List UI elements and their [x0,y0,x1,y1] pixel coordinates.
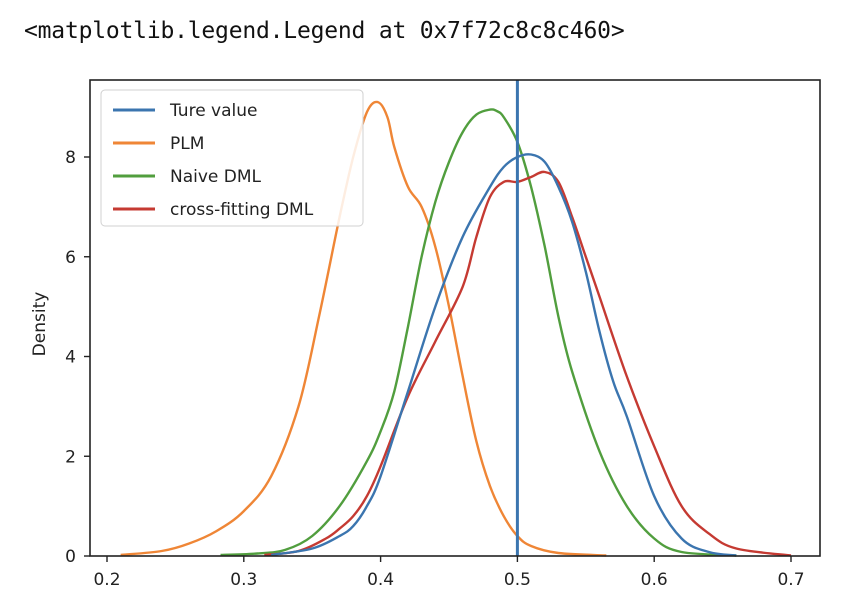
y-tick-label: 2 [65,447,76,467]
x-tick-label: 0.2 [93,570,120,590]
curve-ture-value [270,153,737,557]
y-axis-ticks: 0 2 4 6 8 [65,148,90,567]
x-tick-label: 0.3 [230,570,257,590]
legend-label: Ture value [169,101,258,121]
y-tick-label: 8 [65,148,76,168]
legend-label: cross-fitting DML [170,200,314,220]
y-tick-label: 6 [65,248,76,268]
y-axis-label: Density [30,292,50,357]
x-axis-ticks: 0.2 0.3 0.4 0.5 0.6 0.7 [93,556,805,590]
cell-output-text: <matplotlib.legend.Legend at 0x7f72c8c8c… [24,18,625,44]
axes-frame [89,79,821,557]
y-tick-label: 0 [65,547,76,567]
x-tick-label: 0.4 [367,570,394,590]
legend: Ture value PLM Naive DML cross-fitting DML [100,89,364,227]
legend-label: PLM [170,134,204,154]
legend-label: Naive DML [170,167,262,187]
legend-box [100,89,364,227]
x-tick-label: 0.5 [504,570,531,590]
curve-naive-dml [220,108,737,557]
x-tick-label: 0.6 [641,570,668,590]
plot-curves [120,100,792,557]
curve-cross-fitting-dml [264,170,792,557]
x-tick-label: 0.7 [777,570,804,590]
curve-plm [120,100,607,557]
y-tick-label: 4 [65,348,76,368]
